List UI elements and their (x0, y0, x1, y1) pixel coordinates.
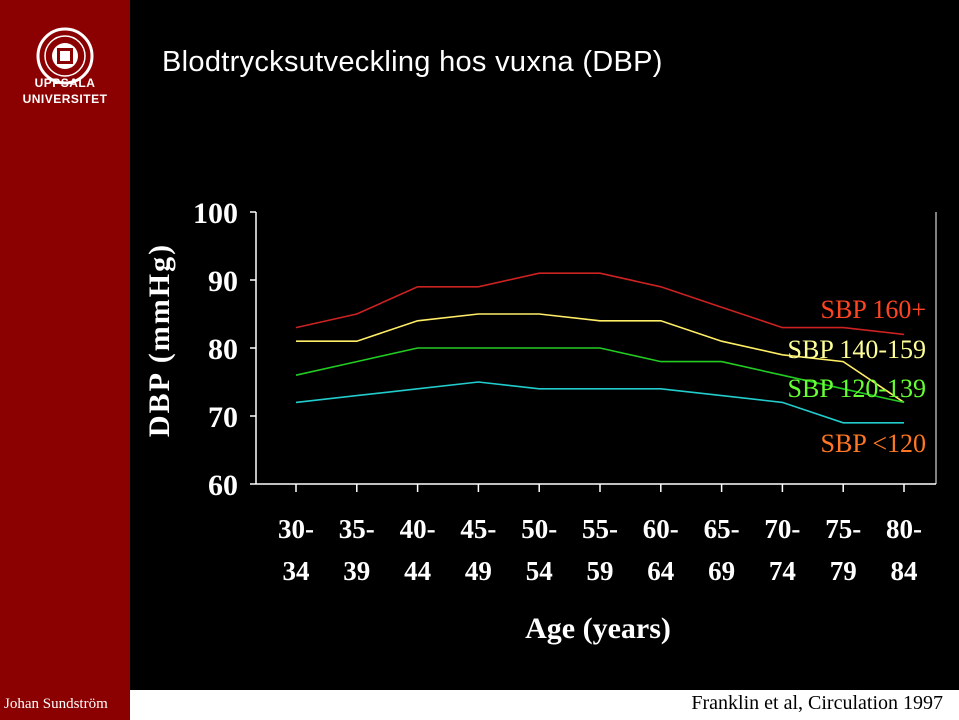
series-line-1 (296, 313, 905, 404)
x-tick-label: 45- (460, 514, 496, 544)
y-tick-label: 60 (208, 469, 238, 502)
x-tick-label: 60- (643, 514, 679, 544)
citation: Franklin et al, Circulation 1997 (691, 692, 943, 714)
x-tick-label: 40- (400, 514, 436, 544)
y-tick-label: 80 (208, 333, 238, 366)
x-tick-label: 39 (343, 556, 370, 586)
x-tick-label: 55- (582, 514, 618, 544)
series-line-3 (295, 381, 904, 424)
series-line-2 (295, 347, 905, 404)
x-axis-label: Age (years) (525, 612, 671, 645)
x-tick-label: 79 (830, 556, 857, 586)
x-tick-label: 65- (704, 514, 740, 544)
x-tick-label: 50- (521, 514, 557, 544)
x-tick-label: 75- (825, 514, 861, 544)
slide-title: Blodtrycksutveckling hos vuxna (DBP) (162, 46, 663, 78)
y-tick-label: 90 (208, 265, 238, 298)
legend-label-0: SBP 160+ (821, 295, 926, 324)
y-tick-label: 70 (208, 401, 238, 434)
x-tick-label: 69 (708, 556, 735, 586)
slide-content (130, 0, 959, 690)
series-line-0 (295, 272, 905, 336)
x-tick-label: 34 (283, 556, 310, 586)
x-tick-label: 59 (587, 556, 614, 586)
x-tick-label: 84 (891, 556, 918, 586)
x-tick-label: 74 (769, 556, 796, 586)
x-tick-label: 35- (339, 514, 375, 544)
x-tick-label: 54 (526, 556, 553, 586)
university-name-line1: UPPSALA (34, 76, 96, 90)
university-seal-icon (36, 27, 94, 85)
x-tick-label: 64 (647, 556, 674, 586)
legend-label-2: SBP 120-139 (788, 374, 926, 403)
sidebar: UPPSALA UNIVERSITET Johan Sundström (0, 0, 130, 720)
author-name: Johan Sundström (4, 696, 108, 712)
x-tick-label: 49 (465, 556, 492, 586)
legend-label-3: SBP <120 (821, 429, 926, 458)
x-tick-label: 70- (764, 514, 800, 544)
x-tick-label: 44 (404, 556, 431, 586)
university-name-line2: UNIVERSITET (22, 92, 108, 106)
x-tick-label: 30- (278, 514, 314, 544)
y-tick-label: 100 (193, 197, 238, 230)
x-tick-label: 80- (886, 514, 922, 544)
legend-label-1: SBP 140-159 (788, 335, 926, 364)
